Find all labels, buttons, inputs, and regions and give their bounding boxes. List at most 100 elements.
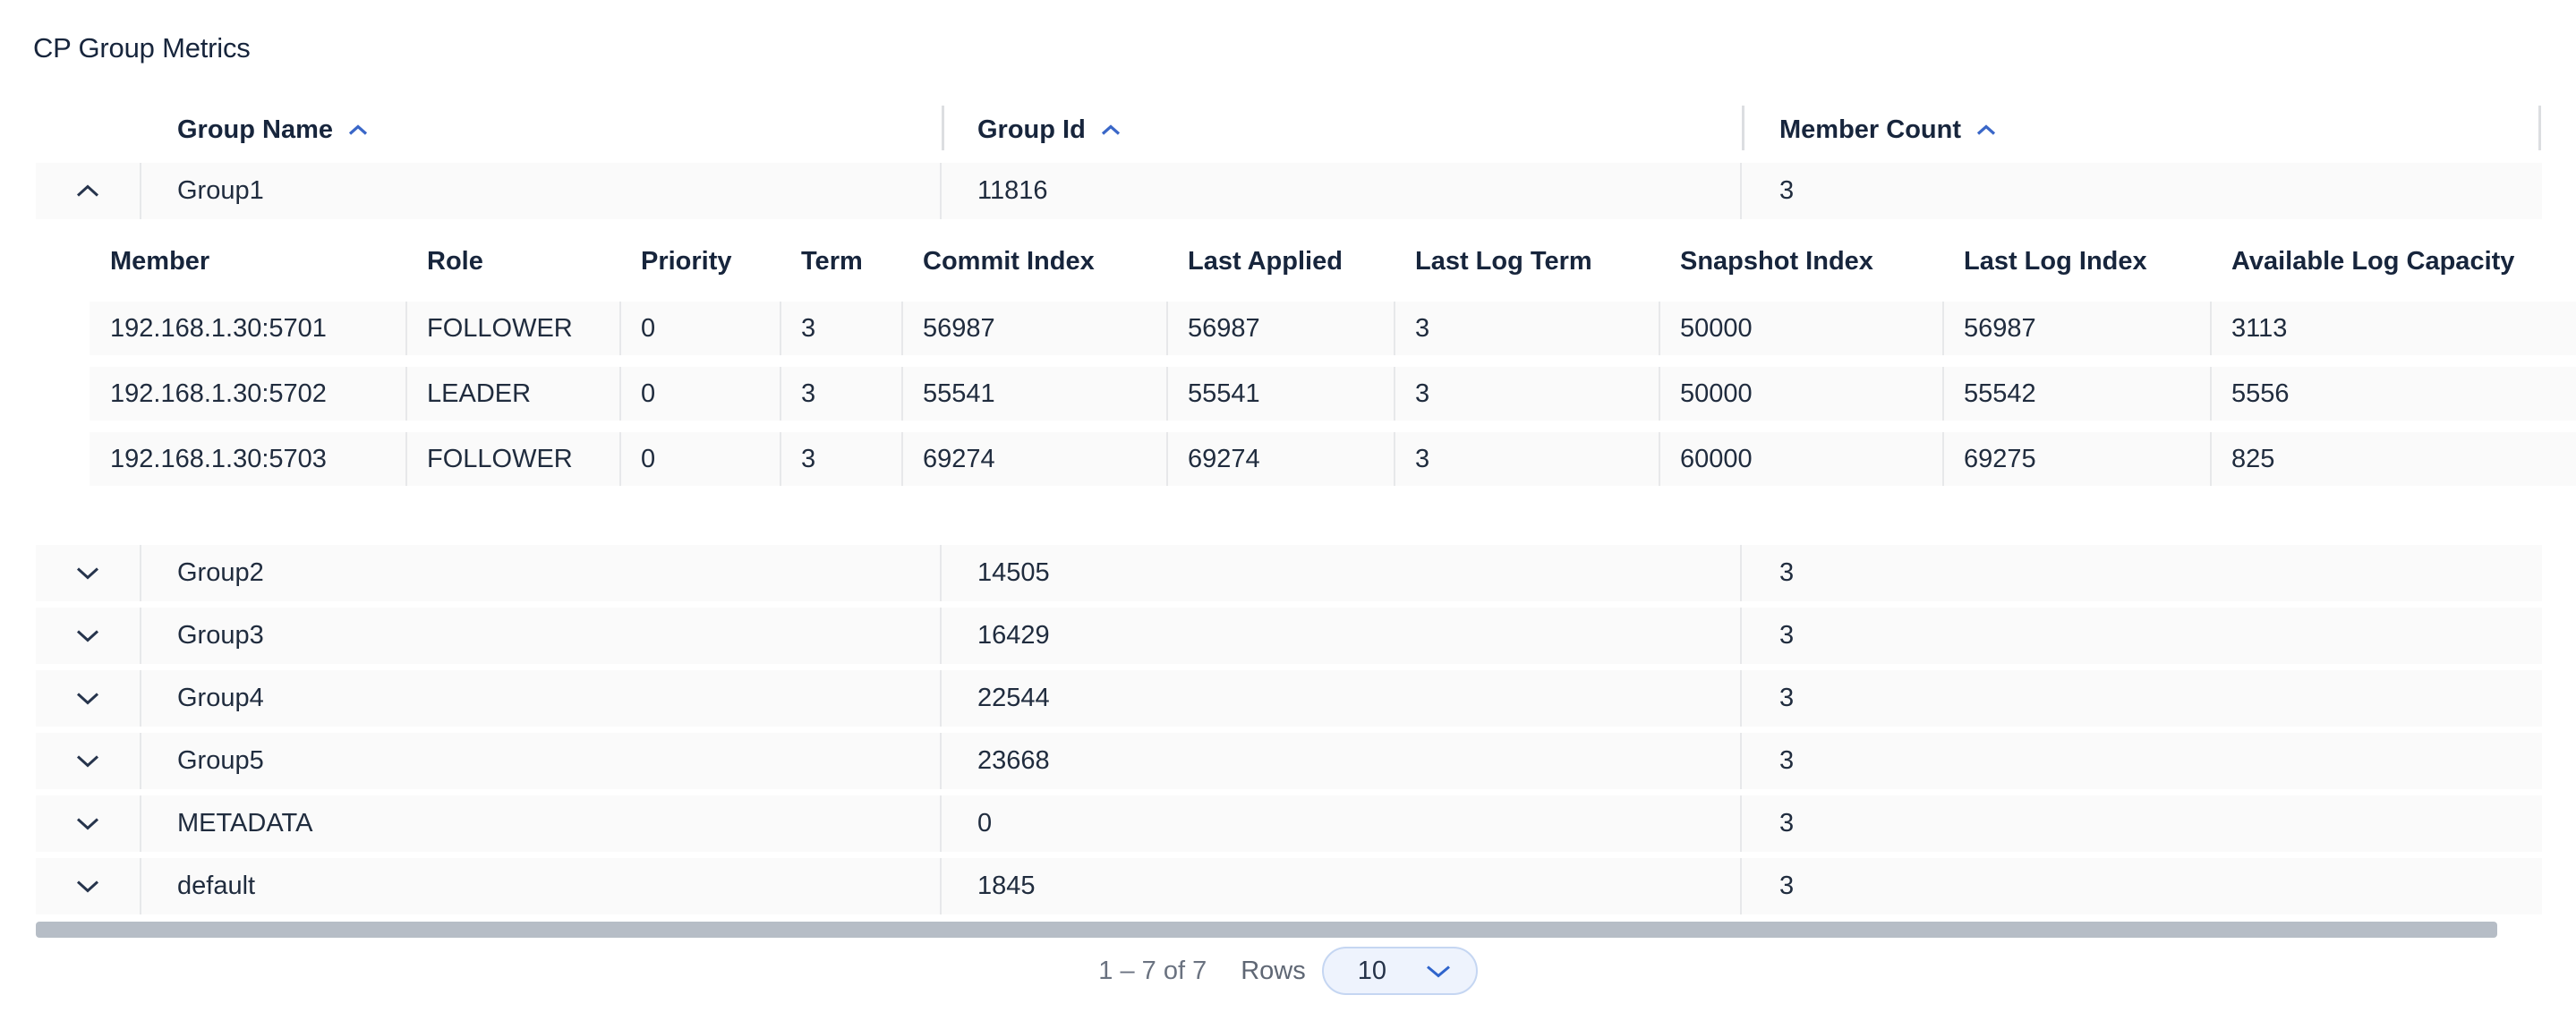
group-name-cell: Group2 — [141, 545, 942, 601]
member-column-header: Snapshot Index — [1680, 246, 1873, 276]
member-cell: 56987 — [1944, 302, 2212, 355]
header-divider — [1742, 106, 1744, 150]
member-count-cell: 3 — [1779, 809, 1795, 838]
member-column-header: Last Log Index — [1964, 246, 2147, 276]
member-cell: 192.168.1.30:5702 — [90, 367, 407, 421]
group-table-header-row: Group Name Group Id Member Count — [36, 107, 2542, 152]
member-cell: 55542 — [1944, 367, 2212, 421]
member-cell: 3 — [781, 302, 903, 355]
member-row: 192.168.1.30:5701 FOLLOWER 0 3 56987 56987 3 50… — [90, 302, 2576, 355]
chevron-down-icon — [76, 880, 99, 893]
chevron-down-icon — [76, 567, 99, 580]
group-row: METADATA 0 3 — [36, 795, 2542, 852]
member-cell: 0 — [621, 302, 781, 355]
group-row: Group4 22544 3 — [36, 670, 2542, 727]
member-cell: 60000 — [1660, 432, 1944, 486]
rows-per-page-value: 10 — [1357, 956, 1386, 985]
member-count-cell: 3 — [1779, 872, 1795, 900]
member-row: 192.168.1.30:5703 FOLLOWER 0 3 69274 69274 3 60… — [90, 432, 2576, 486]
chevron-down-icon — [76, 630, 99, 642]
group-row: Group2 14505 3 — [36, 545, 2542, 601]
group-name-cell: Group1 — [141, 163, 942, 219]
collapse-group-button[interactable] — [36, 163, 141, 219]
member-column-header: Role — [427, 246, 483, 276]
member-rows: 192.168.1.30:5701 FOLLOWER 0 3 56987 56987 3 50… — [90, 302, 2576, 486]
group-id-cell: 14505 — [942, 545, 1742, 601]
group-id-cell: 1845 — [942, 858, 1742, 914]
pagination-bar: 1 – 7 of 7 Rows 10 — [0, 945, 2576, 997]
member-cell: 192.168.1.30:5701 — [90, 302, 407, 355]
member-cell: 825 — [2231, 444, 2275, 473]
member-column-header: Commit Index — [923, 246, 1095, 276]
member-cell: 69275 — [1944, 432, 2212, 486]
member-column-header: Last Log Term — [1415, 246, 1592, 276]
member-table: Member Role Priority Term Commit Index L… — [90, 239, 2576, 486]
sort-ascending-icon — [1975, 123, 1997, 136]
member-cell: FOLLOWER — [407, 432, 621, 486]
member-cell: FOLLOWER — [407, 302, 621, 355]
member-cell: 50000 — [1660, 302, 1944, 355]
group-name-cell: Group3 — [141, 608, 942, 664]
member-count-cell: 3 — [1779, 176, 1795, 205]
group-name-cell: Group5 — [141, 733, 942, 789]
expand-group-button[interactable] — [36, 858, 141, 914]
member-column-header: Member — [110, 246, 210, 276]
member-cell: 55541 — [903, 367, 1168, 421]
column-header-group-name[interactable]: Group Name — [141, 107, 942, 152]
member-cell: 0 — [621, 367, 781, 421]
member-cell: 3 — [1395, 302, 1660, 355]
expand-group-button[interactable] — [36, 608, 141, 664]
member-cell: 3 — [1395, 367, 1660, 421]
member-count-cell: 3 — [1779, 746, 1795, 775]
group-id-cell: 23668 — [942, 733, 1742, 789]
member-cell: 5556 — [2231, 378, 2290, 408]
expand-group-button[interactable] — [36, 733, 141, 789]
horizontal-scrollbar[interactable] — [36, 922, 2497, 938]
group-id-cell: 0 — [942, 795, 1742, 852]
member-cell: 69274 — [1168, 432, 1395, 486]
column-header-label: Group Name — [177, 115, 334, 144]
member-table-header-row: Member Role Priority Term Commit Index L… — [90, 239, 2576, 284]
member-count-cell: 3 — [1779, 558, 1795, 587]
member-cell: 192.168.1.30:5703 — [90, 432, 407, 486]
chevron-down-icon — [76, 818, 99, 830]
column-header-label: Member Count — [1779, 115, 1961, 144]
column-header-member-count[interactable]: Member Count — [1742, 107, 2542, 152]
rows-per-page-select[interactable]: 10 — [1321, 947, 1478, 995]
rows-per-page-label: Rows — [1241, 956, 1306, 985]
expand-group-button[interactable] — [36, 795, 141, 852]
member-cell: 56987 — [1168, 302, 1395, 355]
sort-ascending-icon — [1100, 123, 1122, 136]
member-cell: 56987 — [903, 302, 1168, 355]
expander-column-spacer — [36, 107, 141, 152]
member-column-header: Priority — [641, 246, 732, 276]
column-header-group-id[interactable]: Group Id — [942, 107, 1742, 152]
group-name-cell: METADATA — [141, 795, 942, 852]
group-row: Group3 16429 3 — [36, 608, 2542, 664]
member-cell: 3113 — [2231, 313, 2288, 343]
page-title: CP Group Metrics — [33, 32, 251, 64]
member-cell: 50000 — [1660, 367, 1944, 421]
member-cell: 69274 — [903, 432, 1168, 486]
expand-group-button[interactable] — [36, 670, 141, 727]
pagination-range-text: 1 – 7 of 7 — [1098, 956, 1207, 985]
member-cell: 3 — [781, 367, 903, 421]
group-name-cell: default — [141, 858, 942, 914]
expand-group-button[interactable] — [36, 545, 141, 601]
group-row: Group5 23668 3 — [36, 733, 2542, 789]
collapsed-group-rows-slot: Group2 14505 3 Group3 16429 3 Group4 22544 3 Grou… — [36, 545, 2542, 914]
chevron-down-icon — [76, 755, 99, 768]
chevron-up-icon — [76, 184, 99, 197]
expanded-group-row-slot: Group1 11816 3 — [36, 163, 2542, 219]
member-count-cell: 3 — [1779, 621, 1795, 650]
member-cell: 3 — [1395, 432, 1660, 486]
group-id-cell: 16429 — [942, 608, 1742, 664]
group-row: default 1845 3 — [36, 858, 2542, 914]
member-row: 192.168.1.30:5702 LEADER 0 3 55541 55541 3 5000… — [90, 367, 2576, 421]
group-row: Group1 11816 3 — [36, 163, 2542, 219]
member-cell: 55541 — [1168, 367, 1395, 421]
member-column-header: Available Log Capacity — [2231, 246, 2515, 276]
group-id-cell: 11816 — [942, 163, 1742, 219]
chevron-down-icon — [76, 693, 99, 705]
